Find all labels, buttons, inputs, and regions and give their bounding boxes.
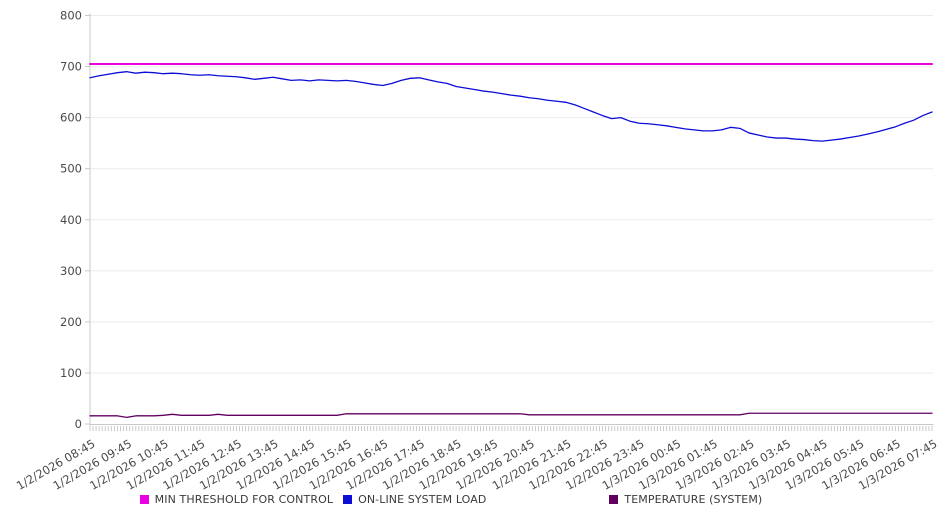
y-axis-tick-label: 600	[60, 111, 82, 125]
y-axis-tick-label: 500	[60, 162, 82, 176]
y-axis-tick-label: 400	[60, 213, 82, 227]
legend-label-on-line-system-load: ON-LINE SYSTEM LOAD	[358, 493, 487, 506]
series-line-temperature-system	[89, 412, 933, 419]
legend-item-on-line-system-load[interactable]: ON-LINE SYSTEM LOAD	[343, 493, 486, 506]
chart-legend: MIN THRESHOLD FOR CONTROL ON-LINE SYSTEM …	[0, 493, 924, 506]
legend-item-min-threshold-for-control[interactable]: MIN THRESHOLD FOR CONTROL	[139, 493, 334, 506]
legend-label-temperature-system: TEMPERATURE (SYSTEM)	[624, 493, 763, 506]
series-line-on-line-system-load	[89, 71, 933, 142]
line-chart: 0 100 200 300 400 500 600 700 800 1/2/2026 08:45…	[14, 9, 940, 493]
y-axis-tick-label: 200	[60, 315, 82, 329]
legend-label-min-threshold-for-control: MIN THRESHOLD FOR CONTROL	[154, 493, 334, 506]
legend-swatch-on-line-system-load	[343, 495, 353, 504]
axes	[85, 13, 934, 431]
y-axis-tick-label: 300	[60, 264, 82, 278]
x-axis-labels: 1/2/2026 08:451/2/2026 09:451/2/2026 10:…	[14, 436, 940, 492]
plot-area[interactable]	[90, 15, 933, 424]
y-axis-tick-label: 0	[75, 417, 82, 431]
legend-item-temperature-system[interactable]: TEMPERATURE (SYSTEM)	[609, 493, 762, 506]
y-axis-labels: 0 100 200 300 400 500 600 700 800	[60, 9, 82, 432]
y-axis-tick-label: 800	[60, 9, 82, 23]
legend-swatch-temperature-system	[609, 495, 619, 504]
y-axis-tick-label: 100	[60, 366, 82, 380]
y-axis-tick-label: 700	[60, 60, 82, 74]
gridlines	[90, 15, 933, 374]
series-lines	[89, 63, 933, 419]
legend-swatch-min-threshold-for-control	[139, 495, 149, 504]
